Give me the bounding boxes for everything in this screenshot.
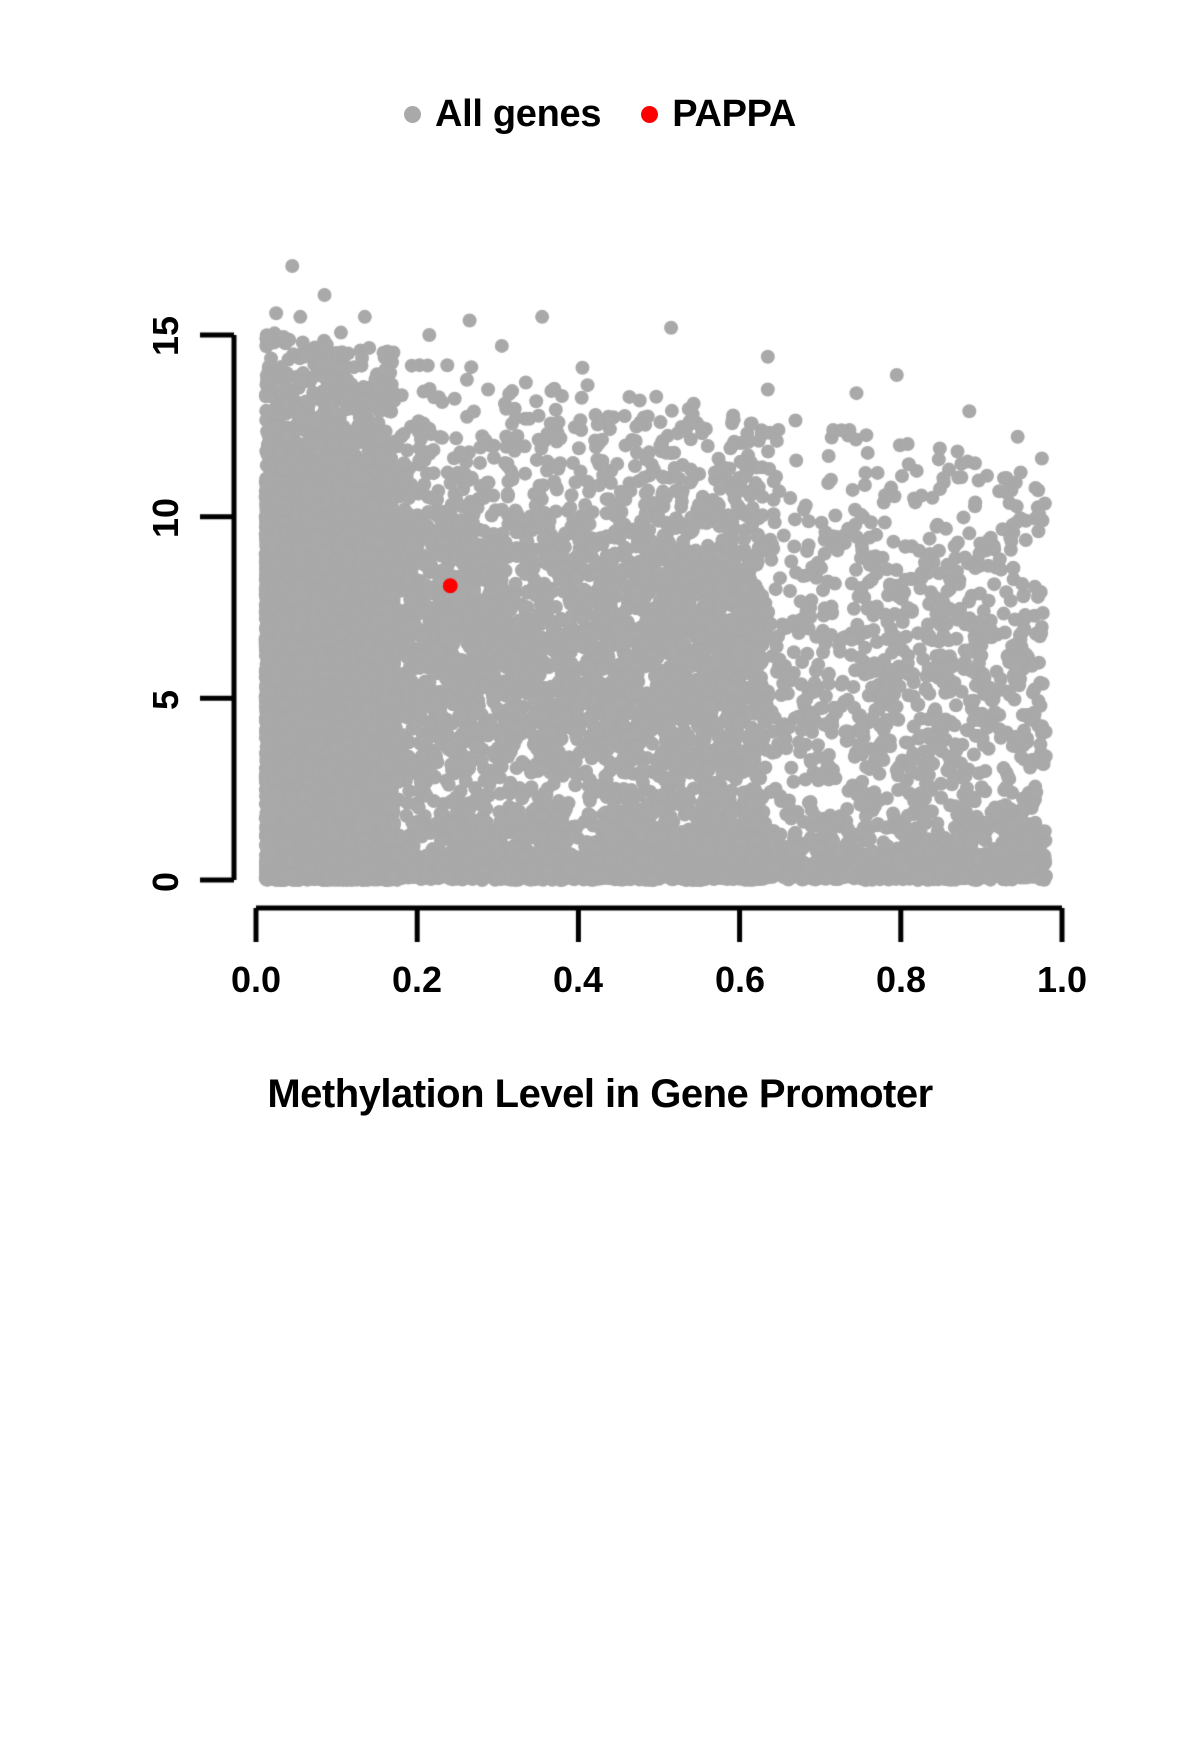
y-tick-label: 15 (145, 315, 186, 357)
x-axis-title-text: Methylation Level in Gene Promoter (267, 1072, 933, 1116)
circle-icon (403, 105, 421, 123)
legend-label-all-genes: All genes (434, 93, 602, 135)
scatter-plot-figure: All genes PAPPA Gene Expression Level (l… (0, 0, 1200, 1200)
x-tick-label: 1.0 (1036, 959, 1088, 1000)
y-tick-label: 5 (145, 689, 186, 711)
x-tick-label: 0.8 (875, 959, 927, 1000)
x-axis-title: Methylation Level in Gene Promoter (0, 1072, 1200, 1117)
legend-label-pappa: PAPPA (672, 93, 797, 135)
x-tick-label: 0.0 (230, 959, 282, 1000)
circle-icon (641, 105, 659, 123)
legend: All genes PAPPA (0, 82, 1200, 146)
y-tick-label: 0 (145, 871, 186, 893)
legend-item-all-genes: All genes (403, 93, 602, 135)
x-tick-label: 0.2 (391, 959, 443, 1000)
y-tick-label: 10 (145, 497, 186, 539)
scatter-plot-canvas (0, 0, 1200, 1200)
x-tick-label: 0.6 (714, 959, 766, 1000)
x-tick-label: 0.4 (552, 959, 604, 1000)
legend-item-pappa: PAPPA (641, 95, 796, 133)
